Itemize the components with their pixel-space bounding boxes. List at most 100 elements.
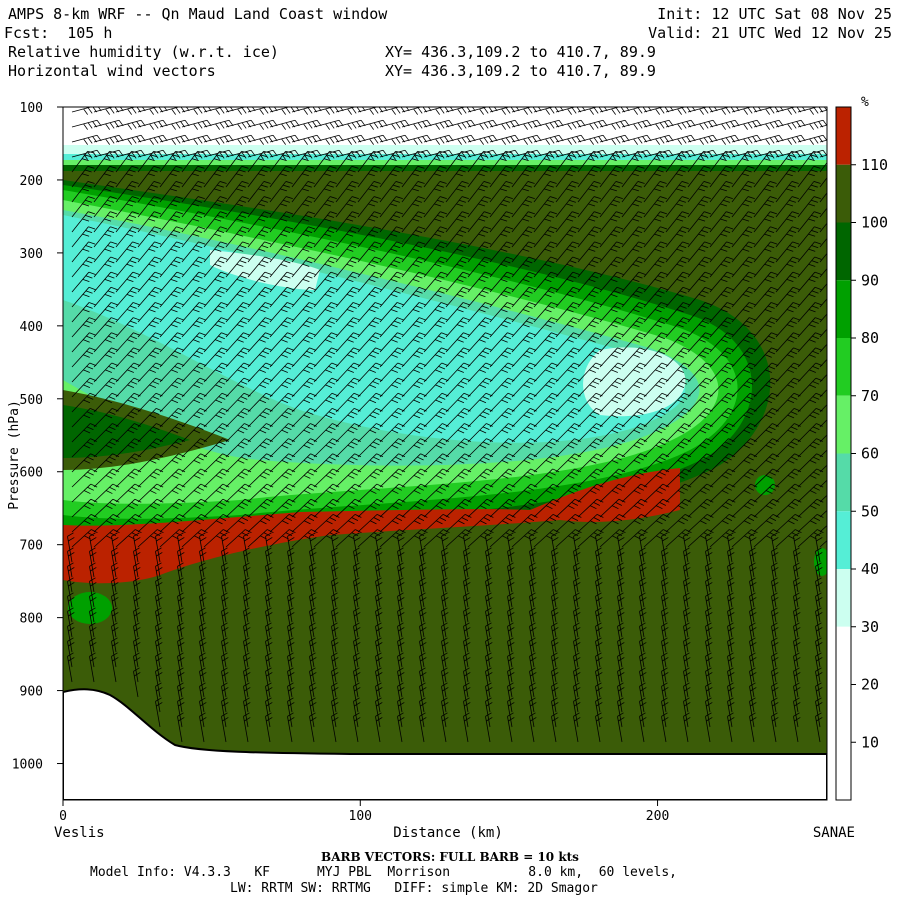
wind-barb-flag <box>593 137 599 144</box>
wind-barb-flag <box>112 468 120 473</box>
wind-barb-flag <box>287 592 294 597</box>
wind-barb-flag <box>306 335 313 340</box>
wind-barb-flag <box>508 687 515 692</box>
wind-barb-flag <box>568 169 576 173</box>
wind-barb-flag <box>215 369 222 373</box>
wind-barb-flag <box>653 173 661 177</box>
wind-barb-flag <box>500 218 508 222</box>
wind-barb-flag <box>552 702 559 707</box>
wind-barb-flag <box>152 320 159 324</box>
wind-barb-flag <box>237 354 244 358</box>
wind-barb-flag <box>743 123 748 130</box>
wind-barb-flag <box>743 475 751 479</box>
wind-barb-flag <box>415 260 423 264</box>
wind-barb-flag <box>636 441 644 446</box>
wind-barb-flag <box>461 502 469 506</box>
wind-barb-flag <box>417 165 425 169</box>
wind-barb-flag <box>434 218 442 222</box>
wind-barb-flag <box>441 607 448 612</box>
wind-barb-flag <box>618 537 625 542</box>
wind-barb-flag <box>85 199 92 203</box>
wind-barb-flag <box>307 122 313 129</box>
wind-barb-flag <box>353 697 360 702</box>
wind-barb-flag <box>636 396 644 400</box>
wind-barb-flag <box>486 582 493 587</box>
wind-barb-flag <box>575 529 582 534</box>
wind-barb-flag <box>151 214 159 218</box>
wind-barb-flag <box>457 354 464 358</box>
wind-barb-flag <box>552 642 559 647</box>
wind-barb-flag <box>678 184 686 188</box>
wind-barb-flag <box>261 230 269 234</box>
wind-barb-flag <box>567 138 572 145</box>
wind-barb-flag <box>153 517 161 522</box>
wind-barb-flag <box>241 181 249 184</box>
wind-barb-flag <box>353 532 360 537</box>
wind-barb-flag <box>618 483 626 488</box>
wind-barb-flag <box>522 324 530 328</box>
wind-barb-flag <box>589 153 594 160</box>
wind-barb-flag <box>683 592 690 597</box>
wind-barb-flag <box>283 275 291 279</box>
wind-barb-flag <box>501 459 509 464</box>
wind-barb-flag <box>505 532 513 537</box>
wind-barb-flag <box>222 513 230 518</box>
wind-barb-flag <box>657 199 664 203</box>
wind-barb-flag <box>549 150 557 154</box>
wind-barb-flag <box>414 169 422 173</box>
wind-barb-flag <box>442 438 449 442</box>
wind-barb-flag <box>573 532 580 537</box>
wind-barb-flag <box>244 717 251 722</box>
wind-barb-flag <box>634 520 641 525</box>
wind-barb-flag <box>706 453 714 458</box>
wind-barb-flag <box>461 150 469 154</box>
wind-barb-flag <box>351 152 357 159</box>
wind-barb-flag <box>265 712 272 717</box>
wind-barb-flag <box>587 173 595 177</box>
wind-barb-flag <box>508 468 516 473</box>
wind-barb-flag <box>633 429 641 434</box>
wind-barb-flag <box>720 324 728 328</box>
wind-barb-flag <box>659 196 667 200</box>
wind-barb-flag <box>662 552 669 557</box>
wind-barb-flag <box>223 529 230 534</box>
wind-barb-flag <box>527 150 535 154</box>
wind-barb-flag <box>171 459 179 464</box>
wind-barb-flag <box>684 717 691 722</box>
wind-barb-flag <box>596 612 603 617</box>
wind-barb-flag <box>243 577 250 582</box>
wind-barb-flag <box>215 339 222 343</box>
wind-barb-flag <box>241 502 249 506</box>
wind-barb-flag <box>529 547 536 552</box>
wind-barb-flag <box>134 483 142 488</box>
wind-barb-flag <box>507 347 515 351</box>
wind-barb-flag <box>632 203 640 207</box>
wind-barb-flag <box>89 637 96 642</box>
wind-barb-flag <box>589 354 596 358</box>
wind-barb-flag <box>479 429 487 434</box>
wind-barb-flag <box>417 107 423 114</box>
wind-barb-flag <box>611 384 619 388</box>
wind-barb-flag <box>376 453 384 458</box>
wind-barb-flag <box>236 233 244 237</box>
wind-barb-flag <box>413 429 421 434</box>
wind-barb-flag <box>704 302 712 306</box>
wind-barb-flag <box>323 158 331 162</box>
wind-barb-flag <box>309 637 316 642</box>
wind-barb-flag <box>375 547 382 552</box>
wind-barb-flag <box>244 468 252 473</box>
wind-barb-flag <box>571 122 577 129</box>
wind-barb-flag <box>618 552 625 557</box>
wind-barb-flag <box>218 320 225 324</box>
wind-barb-flag <box>303 399 311 404</box>
wind-barb-flag <box>617 362 625 366</box>
wind-barb-flag <box>398 627 405 632</box>
wind-barb-flag <box>486 687 493 692</box>
wind-barb-flag <box>104 203 112 207</box>
wind-barb-flag <box>656 520 663 525</box>
wind-barb-flag <box>244 642 251 647</box>
wind-barb-flag <box>677 505 685 510</box>
wind-barb-flag <box>129 214 137 218</box>
wind-barb-flag <box>614 441 622 446</box>
